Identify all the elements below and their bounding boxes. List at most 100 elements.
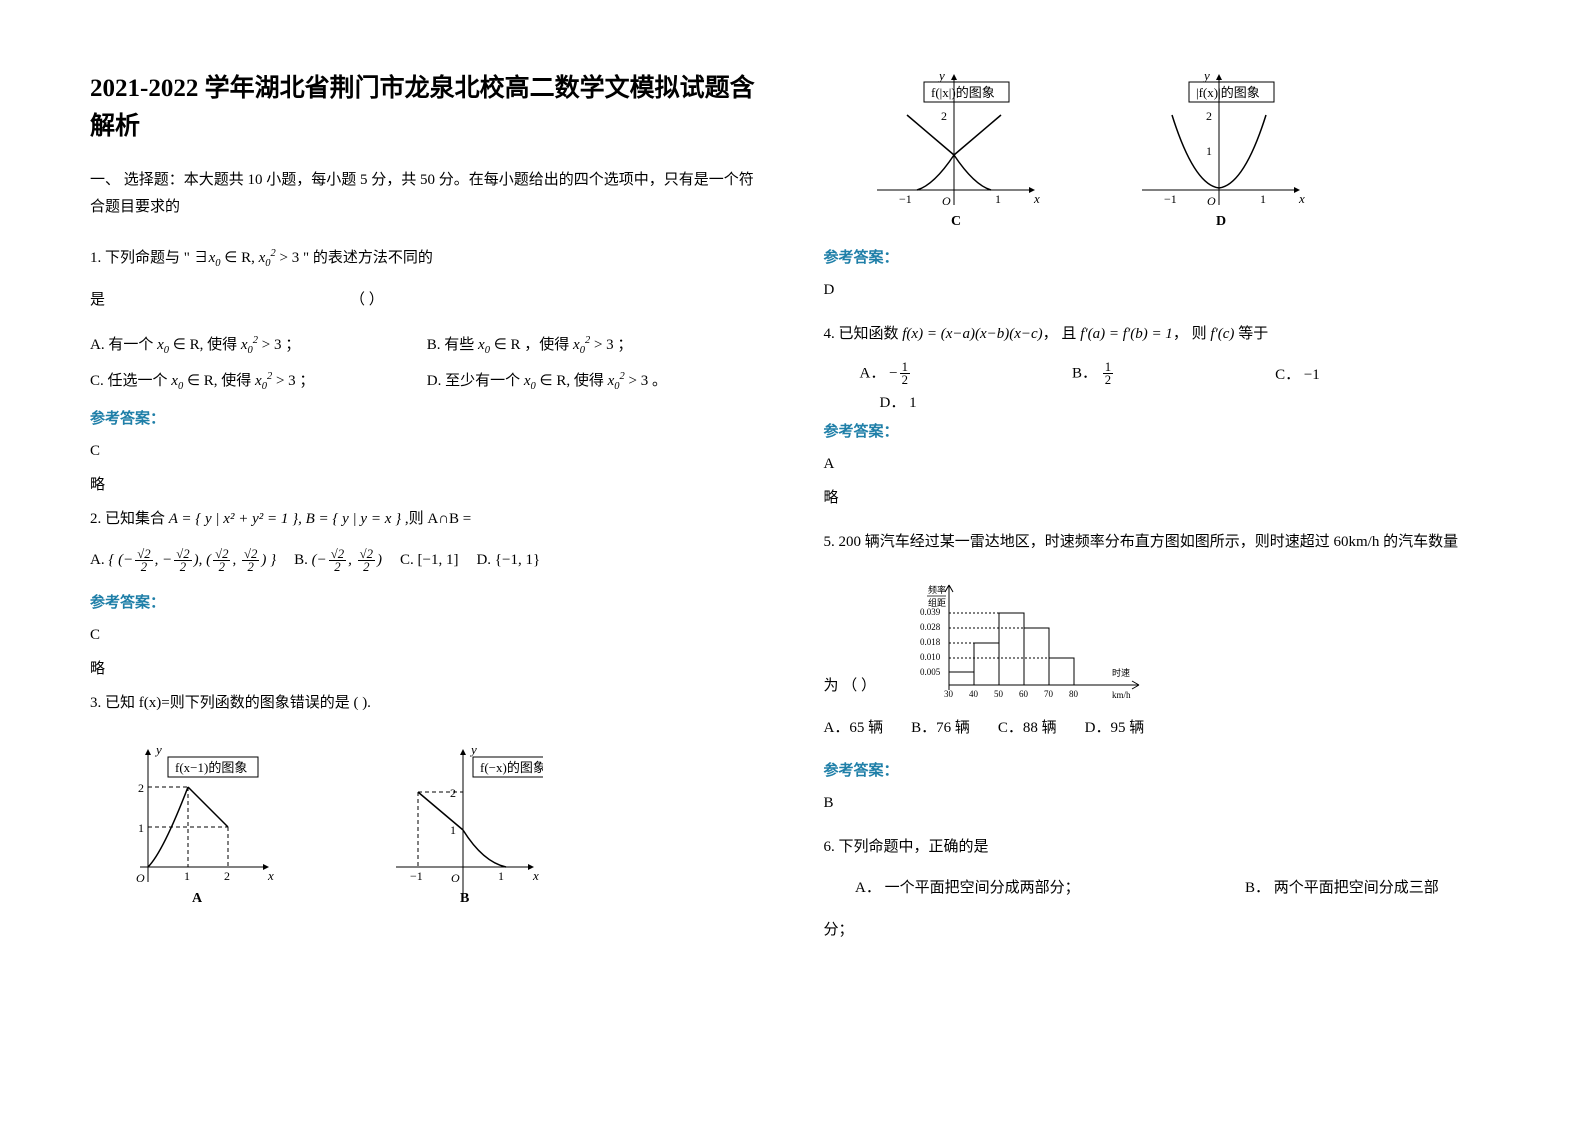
q1-brief: 略 <box>90 470 764 500</box>
q1-choice-d: D. 至少有一个 x0 ∈ R, 使得 x02 > 3 。 <box>427 363 764 399</box>
q5-choice-a: A．65 辆 <box>824 713 884 743</box>
svg-text:0.028: 0.028 <box>920 622 941 632</box>
graph-d: x y O |f(x)|的图象 2 1 −1 1 D <box>1134 70 1309 230</box>
svg-text:1: 1 <box>138 821 144 835</box>
svg-text:y: y <box>937 70 945 83</box>
svg-text:2: 2 <box>941 109 947 123</box>
right-column: x y O f(|x|)的图象 2 −1 1 C x y O |f(x)|的图象… <box>824 70 1498 1052</box>
svg-text:1: 1 <box>498 869 504 883</box>
graph-d-caption: |f(x)|的图象 <box>1196 85 1260 100</box>
graph-b-caption: f(−x)的图象 <box>480 760 543 775</box>
svg-text:1: 1 <box>450 823 456 837</box>
answer-label-3: 参考答案： <box>824 246 1498 267</box>
svg-text:2: 2 <box>224 869 230 883</box>
graph-b-label: B <box>460 891 469 906</box>
graph-c-label: C <box>951 214 961 229</box>
svg-text:O: O <box>136 871 145 885</box>
svg-text:km/h: km/h <box>1112 690 1131 700</box>
question-3: 3. 已知 f(x)=则下列函数的图象错误的是 ( ). <box>90 688 764 720</box>
svg-text:x: x <box>1033 191 1040 206</box>
q5-choices: A．65 辆 B．76 辆 C．88 辆 D．95 辆 <box>824 713 1498 743</box>
hist-ylabel: 频率 <box>928 584 946 595</box>
svg-text:1: 1 <box>995 192 1001 206</box>
q2-choice-a: A. { (−√22, −√22), (√22, √22) } <box>90 545 276 575</box>
svg-text:O: O <box>451 871 460 885</box>
q1-line2-text: 是 <box>90 285 350 317</box>
svg-text:时速: 时速 <box>1112 667 1130 678</box>
graph-c: x y O f(|x|)的图象 2 −1 1 C <box>869 70 1044 230</box>
svg-text:80: 80 <box>1069 689 1079 699</box>
q2-choices: A. { (−√22, −√22), (√22, √22) } B. (−√22… <box>90 545 764 575</box>
q5-tail: 为 （ ） <box>824 671 877 703</box>
answer-label-4: 参考答案： <box>824 420 1498 441</box>
answer-label-5: 参考答案： <box>824 759 1498 780</box>
svg-text:0.005: 0.005 <box>920 667 941 677</box>
question-6: 6. 下列命题中，正确的是 <box>824 832 1498 864</box>
graph-a-label: A <box>192 891 203 906</box>
q2-answer: C <box>90 620 764 650</box>
q1-answer: C <box>90 436 764 466</box>
q2-choice-d: D. {−1, 1} <box>476 545 540 575</box>
svg-text:60: 60 <box>1019 689 1029 699</box>
svg-text:40: 40 <box>969 689 979 699</box>
q6-tail: 分； <box>824 915 1498 947</box>
answer-label-1: 参考答案： <box>90 407 764 428</box>
q2-brief: 略 <box>90 654 764 684</box>
q2-choice-b: B. (−√22, √22) <box>294 545 382 575</box>
svg-text:1: 1 <box>1260 192 1266 206</box>
graph-a-caption: f(x−1)的图象 <box>175 760 247 775</box>
q5-choice-c: C．88 辆 <box>998 713 1057 743</box>
svg-text:2: 2 <box>450 786 456 800</box>
svg-text:x: x <box>532 868 539 883</box>
svg-text:O: O <box>942 194 951 208</box>
page-title: 2021-2022 学年湖北省荆门市龙泉北校高二数学文模拟试题含解析 <box>90 70 764 145</box>
question-5: 5. 200 辆汽车经过某一雷达地区，时速频率分布直方图如图所示，则时速超过 6… <box>824 527 1498 559</box>
q6-choices: A． 一个平面把空间分成两部分； B． 两个平面把空间分成三部 <box>824 873 1498 905</box>
q4-choice-d: D． 1 <box>880 391 1498 412</box>
q4-choice-b: B． 12 <box>1072 361 1115 388</box>
q3-graphs-row2: x y O f(|x|)的图象 2 −1 1 C x y O |f(x)|的图象… <box>869 70 1498 230</box>
q1-choices: A. 有一个 x0 ∈ R, 使得 x02 > 3 ； B. 有些 x0 ∈ R… <box>90 327 764 399</box>
q1-choice-c: C. 任选一个 x0 ∈ R, 使得 x02 > 3 ； <box>90 363 427 399</box>
graph-c-caption: f(|x|)的图象 <box>931 85 995 100</box>
q5-choice-d: D．95 辆 <box>1085 713 1145 743</box>
question-1: 1. 下列命题与 " ∃x0 ∈ R, x02 > 3 " 的表述方法不同的 <box>90 243 764 275</box>
q1-choice-b: B. 有些 x0 ∈ R ，使得 x02 > 3 ； <box>427 327 764 363</box>
svg-text:−1: −1 <box>1164 192 1177 206</box>
question-4: 4. 已知函数 f(x) = (x−a)(x−b)(x−c)， 且 f′(a) … <box>824 319 1498 351</box>
svg-text:1: 1 <box>1206 144 1212 158</box>
q3-graphs-row1: x y O f(x−1)的图象 2 1 1 2 A x y O f(−x <box>118 742 764 907</box>
q4-brief: 略 <box>824 483 1498 513</box>
left-column: 2021-2022 学年湖北省荆门市龙泉北校高二数学文模拟试题含解析 一、 选择… <box>90 70 764 1052</box>
q6-choice-a: A． 一个平面把空间分成两部分； <box>824 873 1214 905</box>
graph-b: x y O f(−x)的图象 2 1 −1 1 B <box>388 742 543 907</box>
svg-text:−1: −1 <box>899 192 912 206</box>
question-2: 2. 已知集合 A = { y | x² + y² = 1 }, B = { y… <box>90 504 764 536</box>
q1-paren: （ ） <box>350 285 384 317</box>
svg-text:2: 2 <box>138 781 144 795</box>
q6-choice-b: B． 两个平面把空间分成三部 <box>1214 873 1439 905</box>
q1-choice-a: A. 有一个 x0 ∈ R, 使得 x02 > 3 ； <box>90 327 427 363</box>
svg-text:1: 1 <box>184 869 190 883</box>
svg-text:O: O <box>1207 194 1216 208</box>
svg-text:y: y <box>154 742 162 757</box>
svg-text:−1: −1 <box>410 869 423 883</box>
svg-text:0.010: 0.010 <box>920 652 941 662</box>
svg-text:2: 2 <box>1206 109 1212 123</box>
q3-answer: D <box>824 275 1498 305</box>
graph-d-label: D <box>1216 214 1226 229</box>
histogram: 频率 组距 时速 km/h 0.039 0.028 0.018 0.010 0.… <box>894 575 1154 705</box>
svg-text:70: 70 <box>1044 689 1054 699</box>
q4-choice-c: C． −1 <box>1275 363 1320 384</box>
svg-text:0.039: 0.039 <box>920 607 941 617</box>
q5-choice-b: B．76 辆 <box>911 713 970 743</box>
q2-expr: A = { y | x² + y² = 1 }, B = { y | y = x… <box>169 511 401 527</box>
q4-choice-a: A． −12 <box>860 361 912 388</box>
svg-text:30: 30 <box>944 689 954 699</box>
q1-line2: 是 （ ） <box>90 285 764 317</box>
q1-stem: 1. 下列命题与 " ∃x0 ∈ R, x02 > 3 " 的表述方法不同的 <box>90 250 433 266</box>
q5-answer: B <box>824 788 1498 818</box>
q4-choices: A． −12 B． 12 C． −1 <box>860 361 1498 388</box>
answer-label-2: 参考答案： <box>90 591 764 612</box>
svg-text:50: 50 <box>994 689 1004 699</box>
